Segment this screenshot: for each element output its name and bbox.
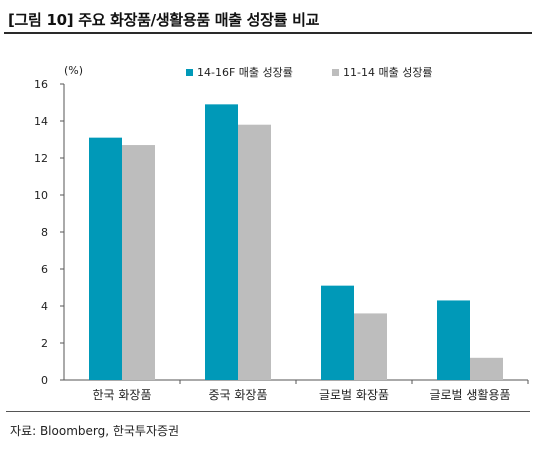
figure-title: [그림 10] 주요 화장품/생활용품 매출 성장률 비교	[8, 11, 320, 29]
y-tick-label: 6	[41, 263, 48, 276]
bar	[238, 124, 271, 380]
y-tick-label: 2	[41, 337, 48, 350]
y-axis-label: (%)	[64, 64, 83, 77]
legend-label: 11-14 매출 성장률	[343, 66, 433, 79]
x-tick-label: 중국 화장품	[208, 388, 267, 402]
x-tick-label: 한국 화장품	[92, 388, 151, 402]
y-tick-label: 8	[41, 226, 48, 239]
bar	[470, 357, 503, 380]
legend-swatch	[186, 69, 193, 76]
source-note: 자료: Bloomberg, 한국투자증권	[10, 424, 180, 438]
bar	[321, 285, 354, 380]
source-divider	[6, 411, 530, 412]
bar	[354, 313, 387, 380]
y-tick-label: 16	[34, 78, 48, 91]
y-tick-label: 4	[41, 300, 48, 313]
x-tick-label: 글로벌 화장품	[319, 388, 389, 402]
y-tick-label: 0	[41, 374, 48, 387]
y-tick-label: 10	[34, 189, 48, 202]
legend-swatch	[332, 69, 339, 76]
bar	[205, 104, 238, 380]
bar	[122, 145, 155, 380]
y-tick-label: 14	[34, 115, 48, 128]
y-tick-label: 12	[34, 152, 48, 165]
legend-label: 14-16F 매출 성장률	[197, 66, 293, 79]
figure-title-bar: [그림 10] 주요 화장품/생활용품 매출 성장률 비교	[4, 4, 532, 34]
bar	[437, 300, 470, 380]
bar	[89, 137, 122, 380]
x-tick-label: 글로벌 생활용품	[429, 388, 510, 402]
